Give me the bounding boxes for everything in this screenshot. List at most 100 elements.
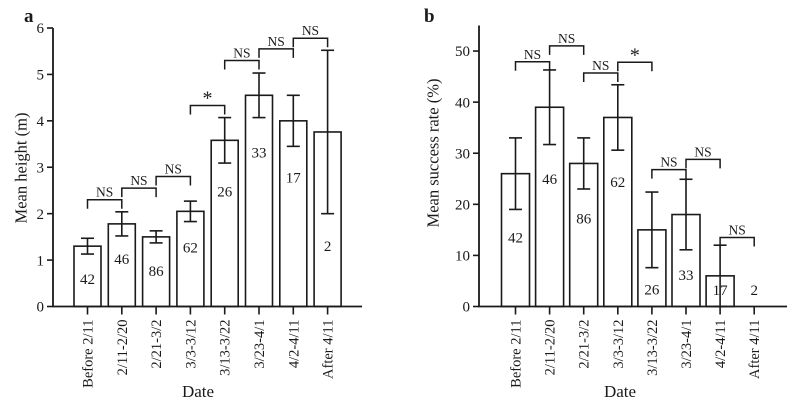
significance-bracket [121,187,157,198]
x-tick-label-group: 4/2-4/11 [713,320,729,369]
x-tick-label: 2/11-2/20 [543,320,559,376]
significance-bracket [617,61,653,72]
x-tick-label: 3/23-4/1 [679,320,695,369]
sample-size-label: 17 [286,171,302,187]
x-tick-label: 2/21-3/2 [149,320,165,369]
significance-bracket [651,168,687,179]
error-bar [115,211,129,237]
significance-bracket [548,45,585,55]
error-bar [286,94,300,148]
significance-label: NS [233,45,250,60]
error-bar [509,137,522,211]
significance-label: * [630,44,640,66]
x-tick-label-group: 3/3-3/12 [183,320,199,369]
panel-label: b [424,6,435,27]
sample-size-label: 62 [183,240,198,256]
sample-size-label: 86 [149,264,165,280]
bar [278,120,308,308]
y-axis-title-group: Mean success rate (%) [424,79,443,228]
y-tick-label: 50 [455,44,470,60]
sample-size-label: 2 [750,283,758,299]
significance-label: NS [524,47,541,62]
significance-bracket [514,61,551,71]
significance-bracket [719,236,755,247]
sample-size-label: 33 [252,146,267,162]
y-tick-label: 3 [37,160,45,176]
sample-size-label: 42 [508,231,523,247]
panel-label: a [24,6,34,27]
significance-label: NS [268,34,285,49]
significance-label: NS [558,31,575,46]
significance-bracket [189,104,226,115]
y-tick-label: 0 [463,300,471,316]
x-tick-label-group: Before 2/11 [81,320,97,388]
x-tick-label-group: 2/11-2/20 [543,320,559,376]
significance-bracket [258,48,295,58]
significance-bracket [292,37,329,48]
significance-bracket [685,158,721,169]
x-tick-label-group: 3/3-3/12 [611,320,627,369]
x-tick-label: Before 2/11 [81,320,97,388]
y-axis-title: Mean height (m) [12,113,31,224]
error-bar [645,191,659,269]
chart-panel-b: 0 10 20 30 40 50 Before 2/11 2/11-2/20 2/21-3/2 3… [424,6,787,401]
x-tick-label: 3/3-3/12 [183,320,199,369]
x-tick-label: 4/2-4/11 [286,320,302,369]
x-tick-label-group: 3/13-3/22 [645,320,661,376]
y-tick-label: 1 [37,253,45,269]
x-tick-label-group: 4/2-4/11 [286,320,302,369]
x-axis-title: Date [604,382,636,401]
significance-label: NS [96,185,113,200]
x-tick-label-group: 2/11-2/20 [115,320,131,376]
x-tick-label: 3/13-3/22 [645,320,661,376]
x-tick-label-group: 3/13-3/22 [218,320,234,376]
error-bar [577,137,591,190]
significance-label: NS [694,144,711,159]
y-tick-label: 5 [37,68,45,84]
y-tick-label: 2 [37,207,45,223]
x-tick-label-group: 2/21-3/2 [149,320,165,369]
sample-size-label: 26 [644,282,660,298]
significance-bracket [582,72,619,83]
y-tick-label: 20 [455,198,470,214]
x-tick-label: Before 2/11 [509,320,525,388]
bar [210,139,239,308]
significance-label: NS [729,223,746,238]
error-bar [252,72,266,119]
x-tick-label: After 4/11 [321,320,337,379]
significance-label: NS [592,58,609,73]
y-axis-title: Mean success rate (%) [424,79,443,228]
significance-bracket [86,198,123,209]
error-bar [611,83,625,151]
significance-label: NS [302,23,319,38]
y-tick-label: 10 [455,249,470,265]
x-tick-label: 3/23-4/1 [252,320,268,369]
x-tick-label-group: After 4/11 [321,320,337,379]
x-tick-label: 3/3-3/12 [611,320,627,369]
x-tick-label: 2/11-2/20 [115,320,131,376]
x-tick-label-group: 2/21-3/2 [577,320,593,369]
x-tick-label: 3/13-3/22 [218,320,234,376]
y-tick-label: 30 [455,146,470,162]
error-bar [218,116,232,164]
bar [176,210,205,308]
error-bar [321,49,335,215]
y-tick-label: 6 [37,21,45,37]
x-tick-label: After 4/11 [747,320,763,379]
sample-size-label: 2 [324,239,332,255]
x-tick-label-group: After 4/11 [747,320,763,379]
error-bar [679,178,693,251]
sample-size-label: 46 [542,172,558,188]
sample-size-label: 46 [114,252,130,268]
sample-size-label: 62 [610,175,625,191]
x-tick-label-group: Before 2/11 [509,320,525,388]
sample-size-label: 26 [217,185,233,201]
bar [313,131,342,308]
significance-bracket [155,175,192,186]
y-axis-title-group: Mean height (m) [12,113,31,224]
sample-size-label: 33 [679,268,694,284]
bar [244,94,274,308]
significance-label: NS [660,155,677,170]
